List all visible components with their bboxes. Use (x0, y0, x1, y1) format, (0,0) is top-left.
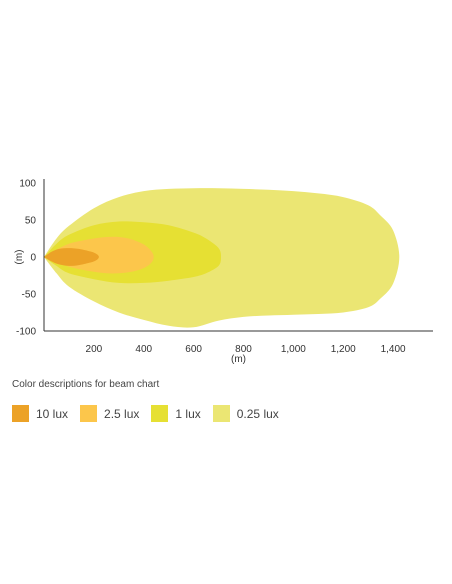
legend-swatch-2-5-lux (80, 405, 98, 422)
y-axis-label: (m) (14, 250, 25, 265)
y-tick-label: 50 (25, 216, 37, 227)
x-tick-label: 200 (86, 344, 103, 355)
legend-title: Color descriptions for beam chart (12, 379, 160, 390)
legend-label-0-25-lux: 0.25 lux (236, 406, 279, 421)
y-tick-label: 100 (19, 179, 36, 190)
legend-label-1-lux: 1 lux (175, 406, 201, 421)
legend-item-10-lux: 10 lux (12, 405, 68, 422)
x-tick-label: 800 (235, 344, 252, 355)
legend-item-0-25-lux: 0.25 lux (212, 405, 279, 422)
legend-label-2-5-lux: 2.5 lux (104, 406, 140, 421)
y-tick-label: -100 (16, 327, 36, 338)
x-tick-label: 1,400 (381, 344, 406, 355)
y-tick-label: 0 (30, 253, 36, 264)
legend-swatch-1-lux (151, 405, 169, 422)
x-tick-label: 600 (185, 344, 202, 355)
x-tick-label: 1,200 (331, 344, 356, 355)
x-tick-label: 400 (135, 344, 152, 355)
beam-area-10-lux (44, 248, 99, 266)
legend-swatch-0-25-lux (212, 405, 230, 422)
x-tick-label: 1,000 (281, 344, 306, 355)
y-tick-label: -50 (22, 290, 37, 301)
legend-item-1-lux: 1 lux (151, 405, 201, 422)
legend-swatch-10-lux (12, 405, 29, 422)
legend-item-2-5-lux: 2.5 lux (80, 405, 139, 422)
legend: 10 lux 2.5 lux 1 lux 0.25 lux (12, 405, 291, 422)
x-axis-label: (m) (231, 354, 246, 365)
legend-label-10-lux: 10 lux (36, 406, 69, 421)
beam-chart: 200 400 600 800 1,000 1,200 1,400 100 50 0 -50 -100… (14, 179, 433, 365)
